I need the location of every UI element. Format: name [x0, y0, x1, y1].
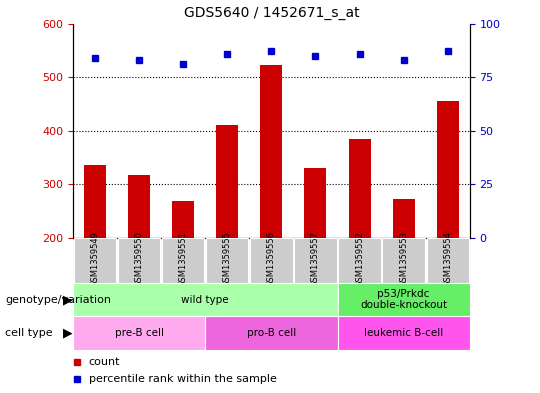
Text: ▶: ▶: [63, 293, 72, 306]
Text: GSM1359551: GSM1359551: [179, 231, 188, 287]
Text: percentile rank within the sample: percentile rank within the sample: [89, 374, 276, 384]
Bar: [260, 65, 282, 238]
Text: GSM1359557: GSM1359557: [311, 231, 320, 287]
Bar: [294, 238, 336, 283]
Bar: [393, 199, 415, 238]
Bar: [305, 168, 327, 238]
Bar: [338, 316, 470, 350]
Text: p53/Prkdc
double-knockout: p53/Prkdc double-knockout: [360, 289, 447, 310]
Text: GSM1359553: GSM1359553: [399, 231, 408, 287]
Text: pre-B cell: pre-B cell: [114, 328, 164, 338]
Bar: [84, 165, 106, 238]
Bar: [437, 101, 459, 238]
Text: ▶: ▶: [63, 327, 72, 340]
Bar: [118, 238, 160, 283]
Text: pro-B cell: pro-B cell: [247, 328, 296, 338]
Bar: [348, 139, 370, 238]
Text: wild type: wild type: [181, 295, 229, 305]
Text: genotype/variation: genotype/variation: [5, 295, 111, 305]
Text: GSM1359556: GSM1359556: [267, 231, 276, 287]
Text: GSM1359552: GSM1359552: [355, 231, 364, 287]
Text: GSM1359549: GSM1359549: [91, 231, 99, 287]
Bar: [206, 238, 248, 283]
Title: GDS5640 / 1452671_s_at: GDS5640 / 1452671_s_at: [184, 6, 359, 20]
Bar: [205, 316, 338, 350]
Bar: [73, 316, 205, 350]
Bar: [128, 174, 150, 238]
Bar: [162, 238, 204, 283]
Bar: [382, 238, 425, 283]
Bar: [172, 201, 194, 238]
Bar: [73, 283, 338, 316]
Text: cell type: cell type: [5, 328, 53, 338]
Text: GSM1359554: GSM1359554: [443, 231, 453, 287]
Bar: [427, 238, 469, 283]
Bar: [74, 238, 116, 283]
Text: leukemic B-cell: leukemic B-cell: [364, 328, 443, 338]
Bar: [339, 238, 381, 283]
Text: count: count: [89, 356, 120, 367]
Bar: [216, 125, 238, 238]
Bar: [250, 238, 293, 283]
Text: GSM1359555: GSM1359555: [222, 231, 232, 287]
Bar: [338, 283, 470, 316]
Text: GSM1359550: GSM1359550: [134, 231, 144, 287]
